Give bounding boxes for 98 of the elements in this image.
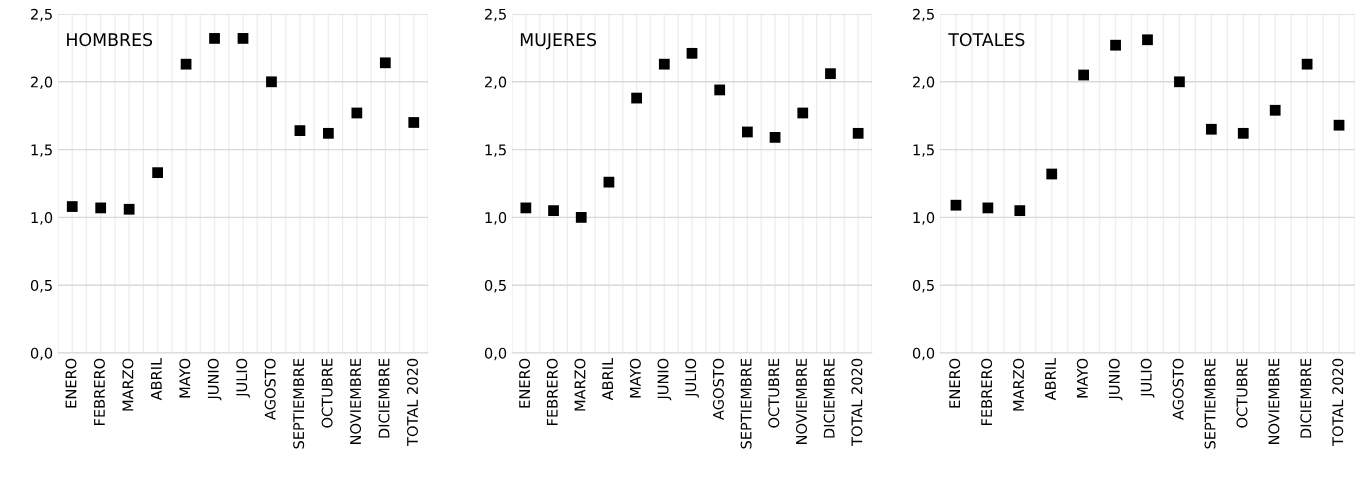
point bbox=[66, 201, 78, 212]
x-tick-label: TOTAL 2020 bbox=[851, 358, 863, 446]
point bbox=[1174, 76, 1185, 88]
point bbox=[603, 176, 615, 188]
x-tick-label: JUNIO bbox=[207, 358, 222, 401]
x-tick-label: TOTAL 2020 bbox=[406, 358, 418, 446]
y-tick-label: 1,5 bbox=[913, 144, 934, 157]
x-tick-label: SEPTIEMBRE bbox=[740, 358, 752, 449]
x-tick-label: JUNIO bbox=[1108, 358, 1123, 401]
x-tick-label: ENERO bbox=[519, 358, 531, 408]
x-tick-label: FEBRERO bbox=[981, 358, 993, 425]
x-tick-label: OCTUBRE bbox=[321, 358, 333, 428]
x-tick-label: ABRIL bbox=[602, 357, 613, 401]
point bbox=[237, 33, 249, 44]
x-tick-label: AGOSTO bbox=[712, 358, 724, 420]
x-tick-label: ABRIL bbox=[1045, 357, 1056, 401]
x-tick-label: MAYO bbox=[179, 358, 191, 398]
point bbox=[1110, 39, 1121, 51]
y-tick-label: 0,5 bbox=[912, 279, 934, 293]
text: MUJERES bbox=[520, 33, 597, 50]
y-tick-label: 2,5 bbox=[913, 8, 934, 22]
point bbox=[950, 199, 962, 211]
x-tick-label: ENERO bbox=[949, 358, 961, 408]
point bbox=[1205, 123, 1217, 135]
point bbox=[180, 58, 192, 70]
y-tick-label: 1,5 bbox=[31, 144, 52, 157]
point bbox=[1046, 168, 1058, 180]
point bbox=[658, 58, 670, 70]
point bbox=[631, 92, 642, 104]
x-tick-label: DICIEMBRE bbox=[823, 358, 835, 438]
x-tick-label: NOVIEMBRE bbox=[1268, 358, 1280, 444]
point bbox=[209, 33, 220, 44]
x-tick-label: JULIO bbox=[1140, 358, 1155, 398]
point bbox=[548, 205, 559, 216]
y-tick-label: 0,0 bbox=[30, 347, 53, 361]
point bbox=[742, 126, 753, 138]
point bbox=[294, 125, 306, 136]
text: TOTALES bbox=[948, 33, 1025, 47]
y-tick-label: 2,5 bbox=[485, 8, 506, 22]
x-tick-label: DICIEMBRE bbox=[378, 358, 390, 438]
y-tick-label: 0,0 bbox=[484, 347, 507, 361]
x-tick-label: AGOSTO bbox=[1172, 358, 1184, 420]
y-tick-label: 0,5 bbox=[30, 279, 52, 293]
x-tick-label: TOTAL 2020 bbox=[1332, 358, 1344, 446]
x-tick-label: JULIO bbox=[236, 358, 250, 398]
point bbox=[852, 127, 864, 139]
point bbox=[1301, 58, 1313, 70]
point bbox=[1237, 127, 1249, 139]
y-tick-label: 2,0 bbox=[913, 76, 935, 90]
y-tick-label: 0,5 bbox=[484, 279, 506, 293]
x-tick-label: JULIO bbox=[685, 358, 699, 398]
point bbox=[825, 68, 836, 80]
x-tick-label: AGOSTO bbox=[264, 358, 276, 420]
x-tick-label: ABRIL bbox=[151, 357, 162, 401]
x-tick-label: ENERO bbox=[65, 358, 77, 408]
point bbox=[714, 84, 726, 96]
point bbox=[379, 57, 391, 69]
y-tick-label: 0,0 bbox=[912, 347, 935, 361]
x-tick-label: FEBRERO bbox=[546, 358, 558, 425]
point bbox=[769, 132, 781, 143]
y-tick-label: 2,5 bbox=[31, 8, 52, 22]
point bbox=[1333, 119, 1345, 131]
y-tick-label: 1,0 bbox=[31, 212, 53, 225]
x-tick-label: FEBRERO bbox=[93, 358, 105, 425]
x-tick-label: MAYO bbox=[629, 358, 641, 398]
x-tick-label: MARZO bbox=[574, 358, 586, 411]
x-tick-label: OCTUBRE bbox=[1236, 358, 1248, 428]
y-tick-label: 2,0 bbox=[485, 76, 507, 90]
x-tick-label: SEPTIEMBRE bbox=[293, 358, 305, 449]
point bbox=[1142, 34, 1153, 46]
x-tick-label: MAYO bbox=[1076, 358, 1088, 398]
y-tick-label: 1,0 bbox=[913, 212, 935, 225]
point bbox=[123, 203, 135, 215]
point bbox=[266, 76, 277, 88]
y-tick-label: 1,0 bbox=[485, 212, 507, 225]
point bbox=[408, 117, 420, 128]
point bbox=[797, 107, 809, 119]
point bbox=[351, 107, 363, 119]
point bbox=[1078, 69, 1090, 81]
y-tick-label: 1,5 bbox=[485, 144, 506, 157]
x-tick-label: NOVIEMBRE bbox=[350, 358, 362, 444]
point bbox=[575, 212, 587, 223]
x-tick-label: MARZO bbox=[1013, 358, 1025, 411]
point bbox=[520, 202, 532, 214]
x-tick-label: MARZO bbox=[122, 358, 134, 411]
point bbox=[152, 167, 163, 179]
point bbox=[686, 47, 698, 59]
x-tick-label: DICIEMBRE bbox=[1300, 358, 1312, 438]
x-tick-label: JUNIO bbox=[657, 358, 672, 401]
point bbox=[1014, 205, 1026, 216]
y-tick-label: 2,0 bbox=[31, 76, 53, 90]
point bbox=[95, 202, 107, 214]
x-tick-label: OCTUBRE bbox=[768, 358, 780, 428]
x-tick-label: NOVIEMBRE bbox=[795, 358, 807, 444]
point bbox=[1269, 104, 1281, 116]
point bbox=[323, 127, 334, 139]
text: HOMBRES bbox=[67, 33, 153, 47]
x-tick-label: SEPTIEMBRE bbox=[1204, 358, 1216, 449]
